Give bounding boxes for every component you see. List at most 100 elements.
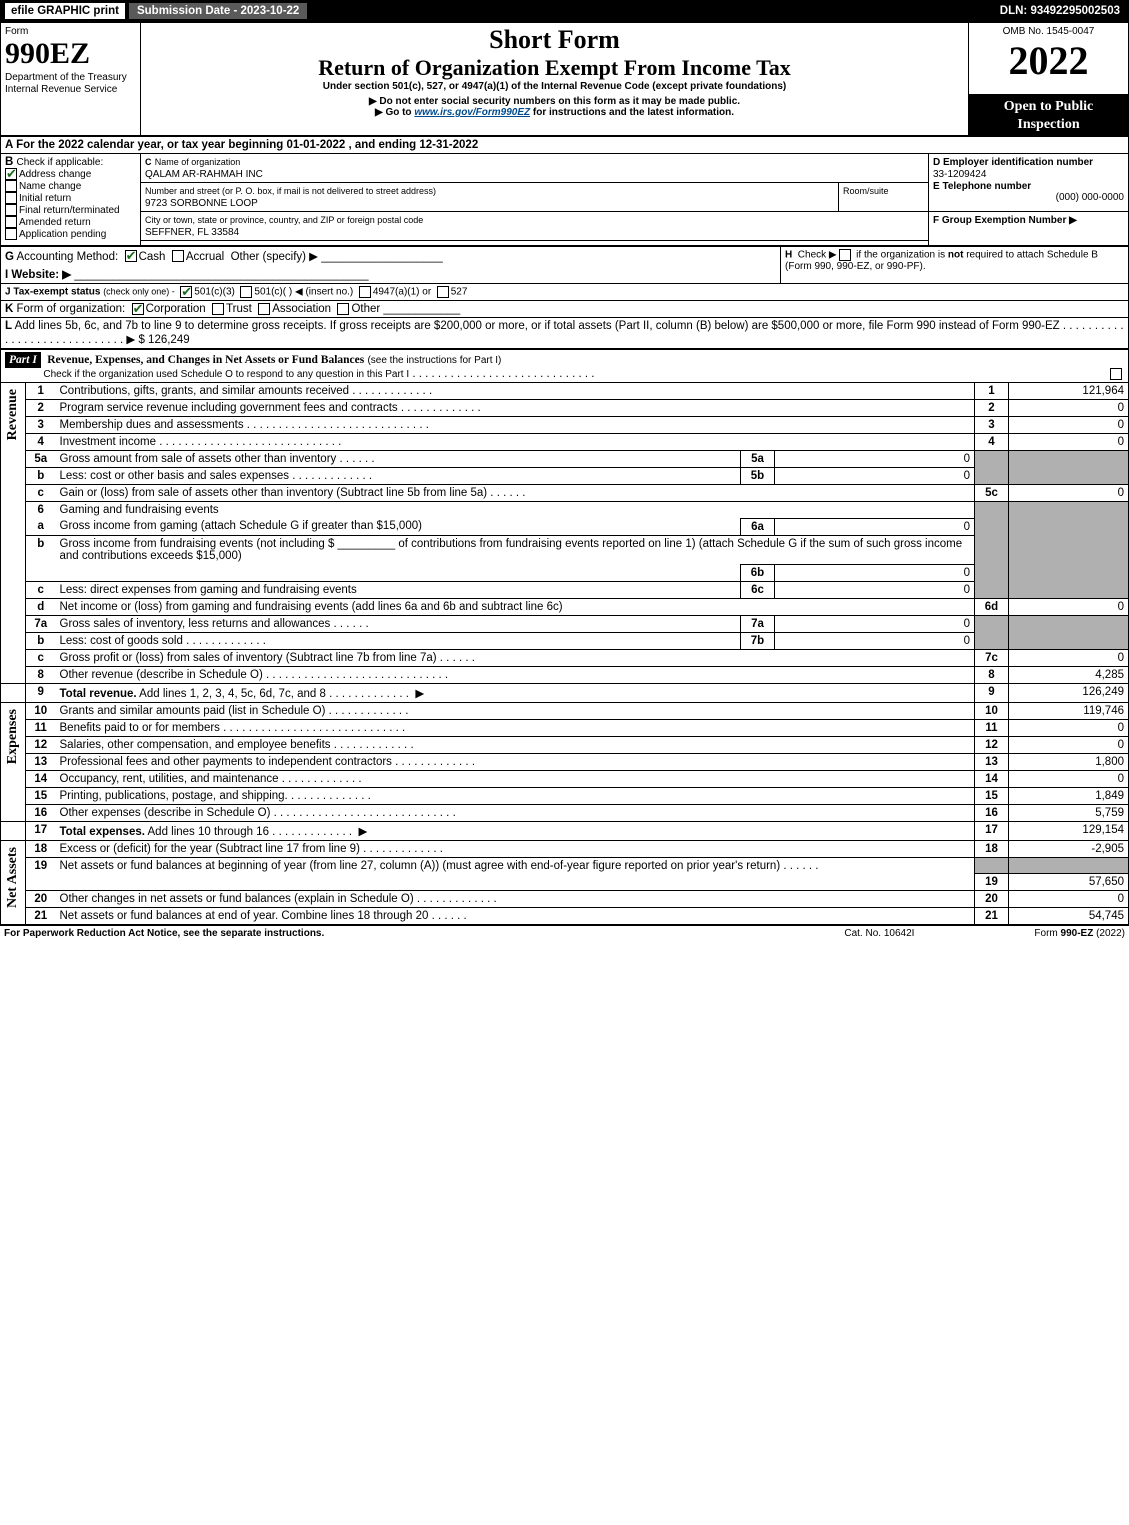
val-7b: 0 — [775, 632, 975, 649]
line-a-label: A — [5, 139, 13, 151]
part-i-label: Part I — [5, 352, 41, 368]
checkbox-h[interactable] — [839, 249, 851, 261]
omb-number: OMB No. 1545-0047 — [1003, 26, 1095, 37]
form-word: Form — [5, 26, 28, 37]
city-state-zip: SEFFNER, FL 33584 — [145, 227, 239, 238]
val-19: 57,650 — [1009, 874, 1129, 891]
checkbox-amended[interactable] — [5, 216, 17, 228]
footer-left: For Paperwork Reduction Act Notice, see … — [4, 928, 324, 939]
checkbox-cash[interactable] — [125, 250, 137, 262]
val-9: 126,249 — [1009, 683, 1129, 702]
dln: DLN: 93492295002503 — [1000, 5, 1124, 17]
val-6a: 0 — [775, 518, 975, 535]
form-number: 990EZ — [5, 37, 90, 70]
line-i-label: I Website: ▶ — [5, 269, 71, 281]
val-3: 0 — [1009, 416, 1129, 433]
val-6b: 0 — [775, 564, 975, 581]
checkbox-trust[interactable] — [212, 303, 224, 315]
checkbox-pending[interactable] — [5, 228, 17, 240]
checkbox-corp[interactable] — [132, 303, 144, 315]
val-18: -2,905 — [1009, 840, 1129, 857]
val-10: 119,746 — [1009, 702, 1129, 719]
val-16: 5,759 — [1009, 804, 1129, 821]
irs-label: Internal Revenue Service — [5, 84, 117, 95]
val-17: 129,154 — [1009, 821, 1129, 840]
checkbox-4947[interactable] — [359, 286, 371, 298]
efile-label: efile GRAPHIC print — [5, 3, 125, 19]
part-i-table: Part I Revenue, Expenses, and Changes in… — [0, 349, 1129, 926]
page-footer: For Paperwork Reduction Act Notice, see … — [0, 925, 1129, 941]
street-label: Number and street (or P. O. box, if mail… — [145, 186, 436, 196]
checkbox-name-change[interactable] — [5, 180, 17, 192]
phone: (000) 000-0000 — [933, 192, 1124, 203]
footer-catno: Cat. No. 10642I — [844, 928, 914, 939]
line-a-text: For the 2022 calendar year, or tax year … — [16, 139, 478, 151]
val-7a: 0 — [775, 615, 975, 632]
line-f-label: F Group Exemption Number ▶ — [933, 215, 1077, 226]
val-21: 54,745 — [1009, 908, 1129, 925]
room-suite-label: Room/suite — [843, 186, 889, 196]
val-5c: 0 — [1009, 484, 1129, 501]
org-name: QALAM AR-RAHMAH INC — [145, 169, 263, 180]
part-i-check-line: Check if the organization used Schedule … — [43, 369, 409, 380]
checkbox-assoc[interactable] — [258, 303, 270, 315]
side-expenses: Expenses — [5, 705, 21, 768]
title-return: Return of Organization Exempt From Incom… — [145, 55, 964, 81]
checkbox-501c[interactable] — [240, 286, 252, 298]
checkbox-address-change[interactable] — [5, 168, 17, 180]
line-l-value: $ 126,249 — [138, 334, 189, 346]
checkbox-initial-return[interactable] — [5, 192, 17, 204]
line-l-label: L — [5, 320, 12, 332]
dept-treasury: Department of the Treasury — [5, 72, 127, 83]
val-5b: 0 — [775, 467, 975, 484]
tax-year: 2022 — [973, 37, 1124, 84]
section-g-l: G Accounting Method: Cash Accrual Other … — [0, 246, 1129, 349]
line-j-label: J Tax-exempt status — [5, 286, 100, 297]
checkbox-schedule-o[interactable] — [1110, 368, 1122, 380]
val-11: 0 — [1009, 719, 1129, 736]
side-revenue: Revenue — [5, 385, 21, 444]
val-15: 1,849 — [1009, 787, 1129, 804]
line-e-label: E Telephone number — [933, 181, 1031, 192]
val-14: 0 — [1009, 770, 1129, 787]
line-c-label: C — [145, 157, 152, 167]
open-to-public: Open to Public Inspection — [1004, 99, 1093, 132]
accounting-method: Accounting Method: — [17, 251, 119, 263]
val-6d: 0 — [1009, 598, 1129, 615]
submission-date: Submission Date - 2023-10-22 — [129, 3, 307, 19]
irs-link[interactable]: www.irs.gov/Form990EZ — [414, 107, 530, 118]
name-org-label: Name of organization — [155, 157, 241, 167]
form-of-org: Form of organization: — [17, 303, 126, 315]
goto-line: ▶ Go to www.irs.gov/Form990EZ for instru… — [145, 107, 964, 118]
side-net-assets: Net Assets — [5, 843, 21, 912]
header-table: Form 990EZ Department of the Treasury In… — [0, 22, 1129, 136]
city-label: City or town, state or province, country… — [145, 215, 423, 225]
line-h-label: H — [785, 249, 792, 260]
street: 9723 SORBONNE LOOP — [145, 198, 258, 209]
val-7c: 0 — [1009, 649, 1129, 666]
line-b-check: Check if applicable: — [17, 157, 104, 168]
val-4: 0 — [1009, 433, 1129, 450]
checkbox-501c3[interactable] — [180, 286, 192, 298]
val-5a: 0 — [775, 450, 975, 467]
under-section: Under section 501(c), 527, or 4947(a)(1)… — [145, 81, 964, 92]
line-g-label: G — [5, 251, 14, 263]
val-20: 0 — [1009, 891, 1129, 908]
val-12: 0 — [1009, 736, 1129, 753]
top-bar: efile GRAPHIC print Submission Date - 20… — [0, 0, 1129, 22]
val-1: 121,964 — [1009, 382, 1129, 399]
checkbox-final-return[interactable] — [5, 204, 17, 216]
checkbox-other-org[interactable] — [337, 303, 349, 315]
checkbox-accrual[interactable] — [172, 250, 184, 262]
line-d-label: D Employer identification number — [933, 157, 1093, 168]
part-i-title: Revenue, Expenses, and Changes in Net As… — [47, 354, 364, 366]
footer-right: Form 990-EZ (2022) — [1034, 928, 1125, 939]
val-2: 0 — [1009, 399, 1129, 416]
title-short-form: Short Form — [145, 25, 964, 55]
line-l-text: Add lines 5b, 6c, and 7b to line 9 to de… — [15, 320, 1060, 332]
no-ssn-note: ▶ Do not enter social security numbers o… — [145, 96, 964, 107]
val-8: 4,285 — [1009, 666, 1129, 683]
line-k-label: K — [5, 303, 13, 315]
val-13: 1,800 — [1009, 753, 1129, 770]
checkbox-527[interactable] — [437, 286, 449, 298]
